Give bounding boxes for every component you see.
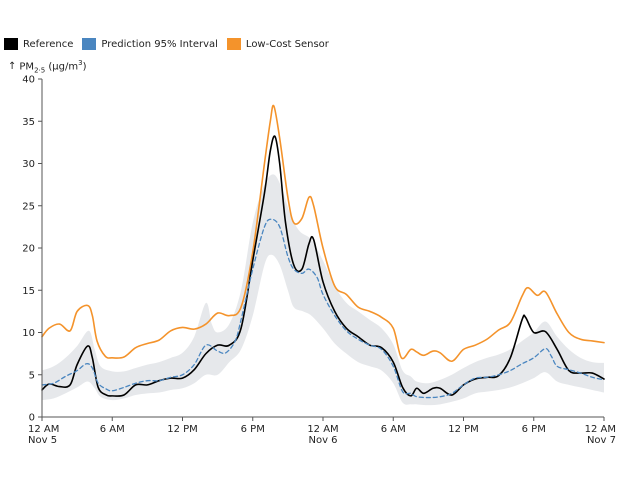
y-axis-label-subscript: 2·5	[34, 66, 46, 75]
x-tick-label: 12 AM	[28, 424, 59, 435]
legend-swatch-reference	[4, 38, 18, 50]
x-tick-label: 6 AM	[381, 424, 406, 435]
y-tick-label: 0	[29, 413, 35, 424]
series-line-prediction-mean	[41, 218, 605, 399]
y-tick-label: 10	[22, 328, 35, 339]
x-tick-date-label: Nov 7	[587, 435, 616, 446]
y-tick-label: 20	[22, 244, 35, 255]
arrow-up-icon: ↑	[8, 61, 17, 73]
y-axis-label-text: PM	[19, 61, 35, 73]
legend-label-low-cost-sensor: Low-Cost Sensor	[245, 38, 329, 50]
legend-item-reference[interactable]: Reference	[4, 38, 73, 50]
series-line-reference	[41, 135, 605, 397]
y-tick-label: 40	[22, 75, 35, 86]
y-tick-label: 35	[22, 117, 35, 128]
interval-band-layer	[42, 174, 604, 406]
legend-swatch-prediction-interval	[82, 38, 97, 50]
y-tick-label: 25	[22, 201, 35, 212]
legend-label-reference: Reference	[23, 38, 74, 50]
legend: Reference Prediction 95% Interval Low-Co…	[4, 38, 338, 50]
x-tick-label: 6 AM	[100, 424, 125, 435]
y-axis-label: ↑ PM2·5 (μg/m3)	[8, 59, 86, 74]
x-tick-label: 12 PM	[167, 424, 198, 435]
x-tick-label: 12 AM	[585, 424, 616, 435]
legend-item-prediction-interval[interactable]: Prediction 95% Interval	[82, 38, 218, 50]
series-line-low-cost-sensor	[41, 104, 605, 363]
y-axis-label-unit: (μg/m	[45, 61, 79, 73]
y-axis-label-unit-exponent: 3	[78, 59, 83, 67]
legend-label-prediction-interval: Prediction 95% Interval	[101, 38, 218, 50]
legend-swatch-low-cost-sensor	[226, 38, 241, 50]
x-tick-label: 12 AM	[307, 424, 338, 435]
x-tick-label: 6 PM	[522, 424, 546, 435]
x-tick-date-label: Nov 5	[28, 435, 57, 446]
legend-item-low-cost-sensor[interactable]: Low-Cost Sensor	[226, 38, 329, 50]
y-tick-label: 5	[29, 370, 35, 381]
x-tick-label: 6 PM	[241, 424, 265, 435]
x-tick-date-label: Nov 6	[308, 435, 337, 446]
prediction-interval-band	[42, 174, 604, 406]
x-tick-label: 12 PM	[448, 424, 479, 435]
y-tick-label: 15	[22, 286, 35, 297]
series-lines-layer	[41, 104, 605, 399]
y-axis-label-unit-close: )	[82, 61, 87, 73]
y-tick-label: 30	[22, 159, 35, 170]
